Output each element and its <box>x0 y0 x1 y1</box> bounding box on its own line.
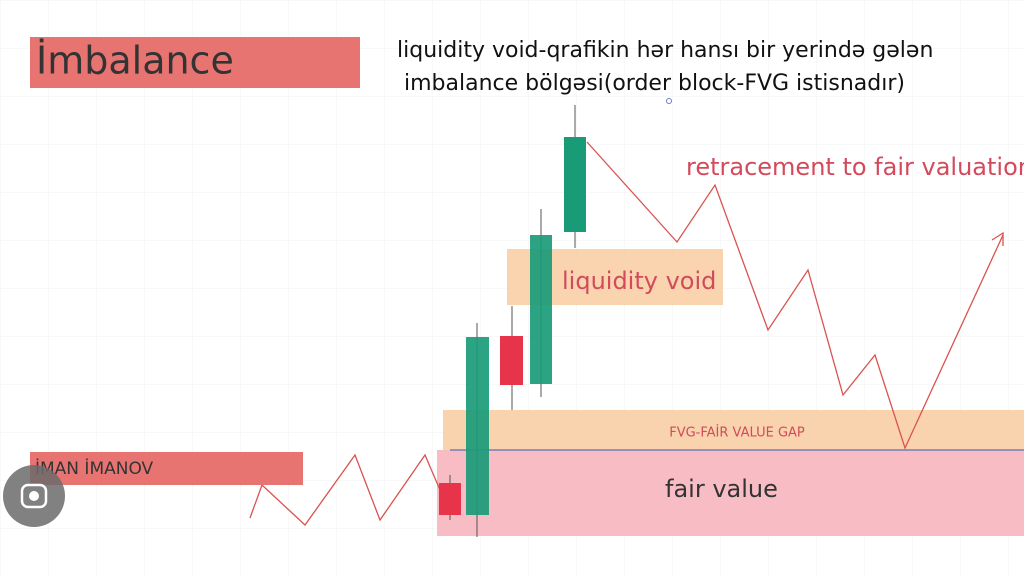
fvg-zone <box>443 410 1024 450</box>
candle-bear <box>500 336 523 385</box>
lens-icon <box>20 483 48 509</box>
candles <box>439 105 586 537</box>
candle-bull <box>530 235 552 384</box>
author: İMAN İMANOV <box>35 458 154 479</box>
candle-bear <box>439 483 461 515</box>
title-box <box>30 37 360 88</box>
title: İmbalance <box>36 39 234 83</box>
description-line: imbalance bölgəsi(order block-FVG istisn… <box>404 71 905 96</box>
lens-icon-dot <box>29 491 39 501</box>
candle-bull <box>466 337 489 515</box>
dot <box>666 98 672 104</box>
lens-button[interactable] <box>3 465 65 527</box>
price-path <box>586 141 1004 450</box>
description-line: liquidity void-qrafikin hər hansı bir ye… <box>397 38 933 63</box>
author-box <box>30 452 303 485</box>
fair-value-label: fair value <box>665 475 778 503</box>
fair-value-zone <box>437 450 1024 536</box>
retracement-label: retracement to fair valuation <box>686 153 1024 181</box>
fvg-label: FVG-FAİR VALUE GAP <box>669 425 805 441</box>
arrow-head <box>991 231 1004 246</box>
candle-bull <box>564 137 586 232</box>
liquidity-void-label: liquidity void <box>562 267 716 295</box>
